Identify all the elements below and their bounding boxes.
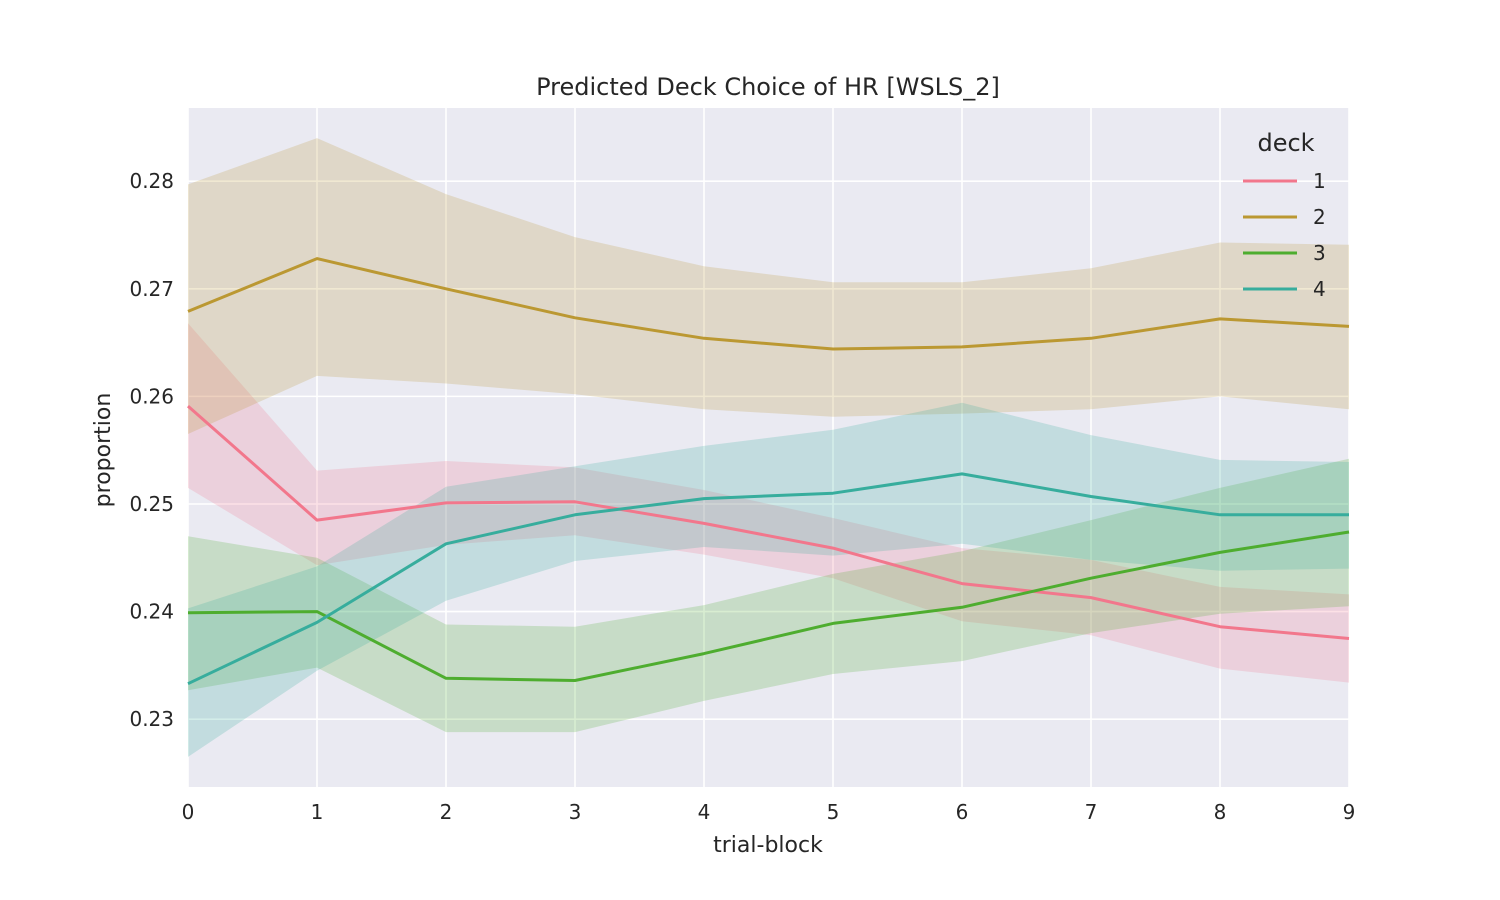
series-lines xyxy=(187,257,1350,686)
x-tick-label: 5 xyxy=(827,800,840,824)
y-tick-label: 0.24 xyxy=(129,600,174,624)
y-tick-label: 0.25 xyxy=(129,492,174,516)
series-line-deck-1 xyxy=(187,404,1350,640)
legend-label-deck-4: 4 xyxy=(1313,277,1326,301)
x-axis-ticks: 0 1 2 3 4 5 6 7 8 9 xyxy=(182,800,1356,824)
x-tick-label: 8 xyxy=(1214,800,1227,824)
y-tick-label: 0.23 xyxy=(129,707,174,731)
y-axis-ticks: 0.23 0.24 0.25 0.26 0.27 0.28 xyxy=(129,169,174,731)
x-tick-label: 4 xyxy=(698,800,711,824)
y-tick-label: 0.27 xyxy=(129,277,174,301)
series-line-deck-2 xyxy=(187,257,1350,351)
y-tick-label: 0.26 xyxy=(129,384,174,408)
y-tick-label: 0.28 xyxy=(129,169,174,193)
legend-label-deck-3: 3 xyxy=(1313,241,1326,265)
chart-title: Predicted Deck Choice of HR [WSLS_2] xyxy=(536,73,1000,101)
legend-title: deck xyxy=(1257,129,1314,157)
series-line-deck-4 xyxy=(187,472,1349,686)
x-tick-label: 0 xyxy=(182,800,195,824)
grid xyxy=(187,108,1350,787)
x-tick-label: 1 xyxy=(311,800,324,824)
x-axis-label: trial-block xyxy=(713,833,823,858)
confidence-band-deck-3 xyxy=(188,458,1349,733)
series-line-deck-3 xyxy=(187,530,1350,682)
confidence-band-deck-2 xyxy=(188,138,1349,434)
x-tick-label: 3 xyxy=(569,800,582,824)
x-tick-label: 9 xyxy=(1343,800,1356,824)
x-tick-label: 7 xyxy=(1085,800,1098,824)
legend-label-deck-2: 2 xyxy=(1313,205,1326,229)
y-axis-label: proportion xyxy=(91,393,116,508)
x-tick-label: 6 xyxy=(956,800,969,824)
legend-label-deck-1: 1 xyxy=(1313,169,1326,193)
x-tick-label: 2 xyxy=(440,800,453,824)
plot-background xyxy=(188,108,1349,787)
legend: deck 1 2 3 4 xyxy=(1243,129,1326,301)
